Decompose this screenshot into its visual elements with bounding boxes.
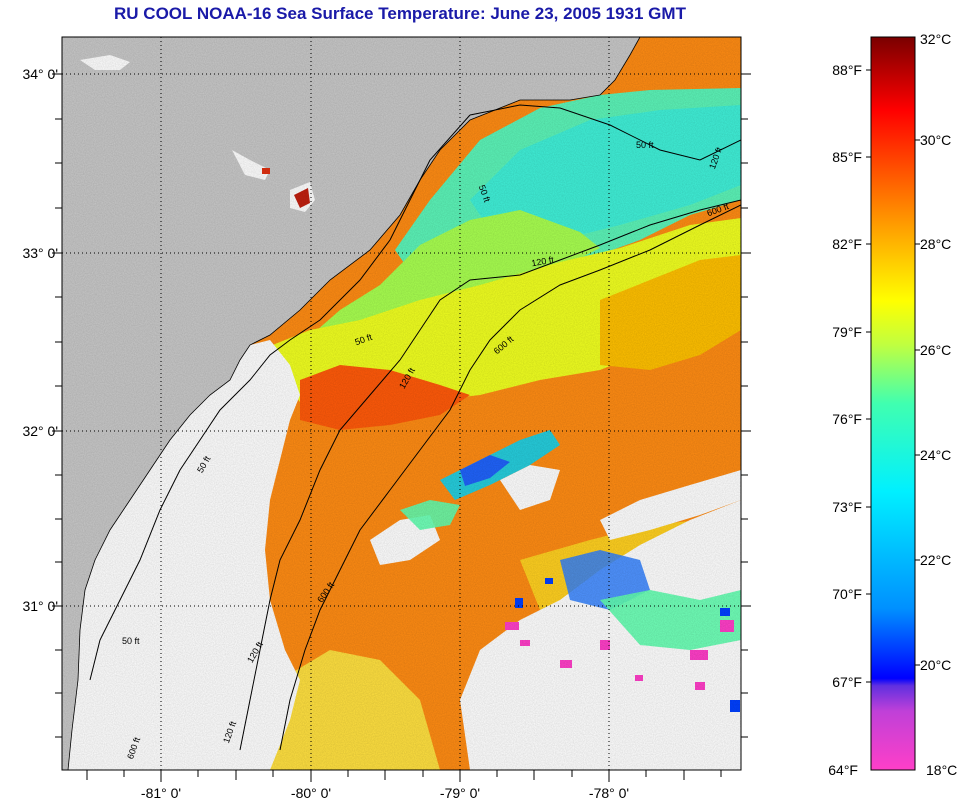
colorbar-ticks [866,69,920,683]
axis-ticks [52,73,751,782]
map-frame [61,36,742,771]
lat-label-33: 33° 0' [22,245,58,261]
c-label-20: 20°C [920,657,951,673]
contour-label-5: 120 ft [531,254,555,268]
c-label-28: 28°C [920,236,951,252]
c-label-24: 24°C [920,447,951,463]
coastline [67,37,641,770]
lon-label-80: -80° 0' [291,785,331,801]
lat-label-31: 31° 0' [22,598,58,614]
f-label-76: 76°F [832,411,862,427]
contour-50ft [89,104,741,681]
contour-label-12: 50 ft [122,636,140,646]
f-label-64: 64°F [828,762,858,778]
lat-label-32: 32° 0' [22,423,58,439]
lat-label-34: 34° 0' [22,66,58,82]
f-label-79: 79°F [832,324,862,340]
map-title: RU COOL NOAA-16 Sea Surface Temperature:… [114,4,686,23]
f-label-67: 67°F [832,674,862,690]
colorbar-gradient [870,36,916,771]
contour-600ft [279,204,741,751]
f-label-70: 70°F [832,586,862,602]
f-label-82: 82°F [832,236,862,252]
contour-120ft [239,199,741,751]
contour-label-1: 50 ft [636,140,654,150]
c-label-22: 22°C [920,552,951,568]
lon-label-78: -78° 0' [589,785,629,801]
f-label-73: 73°F [832,499,862,515]
c-label-26: 26°C [920,342,951,358]
c-label-30: 30°C [920,132,951,148]
c-label-32: 32°C [920,31,951,47]
f-label-88: 88°F [832,62,862,78]
lon-label-79: -79° 0' [440,785,480,801]
f-label-85: 85°F [832,149,862,165]
lon-label-81: -81° 0' [141,785,181,801]
c-label-18: 18°C [926,762,957,778]
